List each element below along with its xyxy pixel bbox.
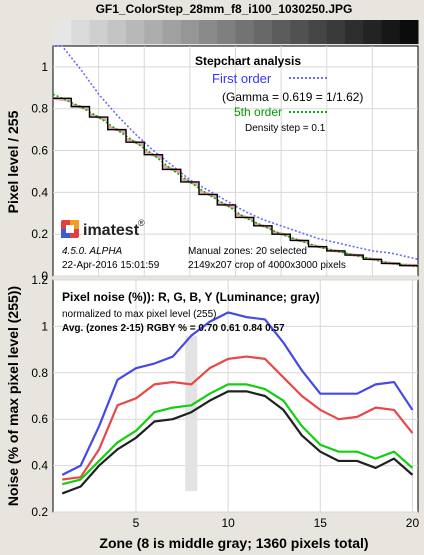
- noise-series-y: [61, 390, 414, 495]
- noise-series-lines: [61, 311, 414, 495]
- noise-y-tick-label: 0.4: [31, 459, 48, 473]
- gray-step-patch: [180, 20, 200, 44]
- gray-step-patch: [363, 20, 382, 44]
- gray-step-patch: [272, 20, 291, 44]
- gray-step-patch: [308, 20, 328, 44]
- stepchart-y-tick-label: 0.4: [31, 185, 48, 199]
- gamma-text: (Gamma = 0.619 = 1/1.62): [222, 90, 363, 104]
- stepchart-y-tick-label: 0.6: [31, 144, 48, 158]
- stepchart-y-tick-label: 0.8: [31, 102, 48, 116]
- version-text: 4.5.0. ALPHA: [62, 246, 123, 257]
- stepchart-heading: Stepchart analysis: [195, 54, 301, 68]
- logo-text: imatest: [83, 222, 140, 239]
- gray-step-patch: [399, 20, 419, 44]
- gray-step-patch: [235, 20, 255, 44]
- noise-y-tick-label: 0.6: [31, 412, 48, 426]
- gray-step-patch: [89, 20, 109, 44]
- stepchart-y-axis-label: Pixel level / 255: [5, 110, 21, 213]
- noise-title: Pixel noise (%)): R, G, B, Y (Luminance;…: [62, 290, 320, 304]
- density-step-text: Density step = 0.1: [245, 123, 326, 134]
- measured-step-line: [53, 97, 418, 267]
- noise-series-r: [62, 355, 414, 481]
- gray-step-patch: [53, 20, 72, 44]
- noise-y-tick-label: 1: [41, 319, 48, 333]
- noise-plot-area: [52, 279, 419, 513]
- gray-step-patch: [326, 20, 346, 44]
- stepchart-gridlines: [53, 46, 418, 277]
- noise-panel: 0.2 0.4 0.6 0.8 1 1.2 5 10 15 20 Pixel noise (%)…: [5, 273, 419, 551]
- figure-title: GF1_ColorStep_28mm_f8_i100_1030250.JPG: [96, 2, 353, 16]
- noise-x-axis-label: Zone (8 is middle gray; 1360 pixels tota…: [99, 535, 368, 551]
- noise-x-tick-label: 5: [133, 516, 140, 530]
- gray-step-strip: [53, 20, 419, 44]
- legend-first-order: First order: [212, 71, 272, 86]
- gray-step-patch: [290, 20, 309, 44]
- noise-gridlines: [53, 279, 418, 513]
- date-text: 22-Apr-2016 15:01:59: [62, 260, 160, 271]
- gray-step-patch: [217, 20, 236, 44]
- noise-y-tick-label: 0.2: [31, 505, 48, 519]
- noise-series-g: [61, 383, 414, 486]
- stepchart-panel: 0 0.2 0.4 0.6 0.8 1 Pixel level / 255 Stepcha…: [5, 45, 419, 283]
- logo-registered-mark: ®: [138, 218, 145, 228]
- stepchart-y-ticks: 0 0.2 0.4 0.6 0.8 1: [31, 60, 48, 283]
- noise-y-tick-label: 0.8: [31, 366, 48, 380]
- gray-step-patch: [345, 20, 364, 44]
- imatest-logo: imatest ®: [61, 218, 145, 239]
- gray-step-patch: [199, 20, 218, 44]
- stepchart-y-tick-label: 0: [41, 269, 48, 283]
- noise-y-tick-label: 1.2: [31, 273, 48, 287]
- manual-zones-text: Manual zones: 20 selected: [188, 246, 307, 257]
- legend-fifth-order: 5th order: [234, 105, 282, 119]
- noise-average-text: Avg. (zones 2-15) RGBY % = 0.70 0.61 0.8…: [62, 323, 285, 334]
- stepchart-y-tick-label: 0.2: [31, 227, 48, 241]
- noise-x-tick-label: 10: [221, 516, 235, 530]
- gray-step-patch: [381, 20, 401, 44]
- noise-x-ticks: 5 10 15 20: [133, 516, 420, 530]
- noise-y-ticks: 0.2 0.4 0.6 0.8 1 1.2: [31, 273, 48, 519]
- gray-step-patch: [107, 20, 127, 44]
- noise-subtitle: normalized to max pixel level (255): [62, 309, 217, 320]
- noise-series-b: [61, 311, 414, 476]
- gray-step-patch: [144, 20, 163, 44]
- noise-y-axis-label: Noise (% of max pixel level (255)): [5, 286, 21, 506]
- gray-step-patch: [162, 20, 182, 44]
- crop-text: 2149x207 crop of 4000x3000 pixels: [188, 260, 346, 271]
- gray-step-patch: [71, 20, 90, 44]
- gray-step-patch: [253, 20, 273, 44]
- stepchart-y-tick-label: 1: [41, 60, 48, 74]
- gray-step-patch: [126, 20, 145, 44]
- noise-x-tick-label: 20: [406, 516, 420, 530]
- noise-x-tick-label: 15: [314, 516, 328, 530]
